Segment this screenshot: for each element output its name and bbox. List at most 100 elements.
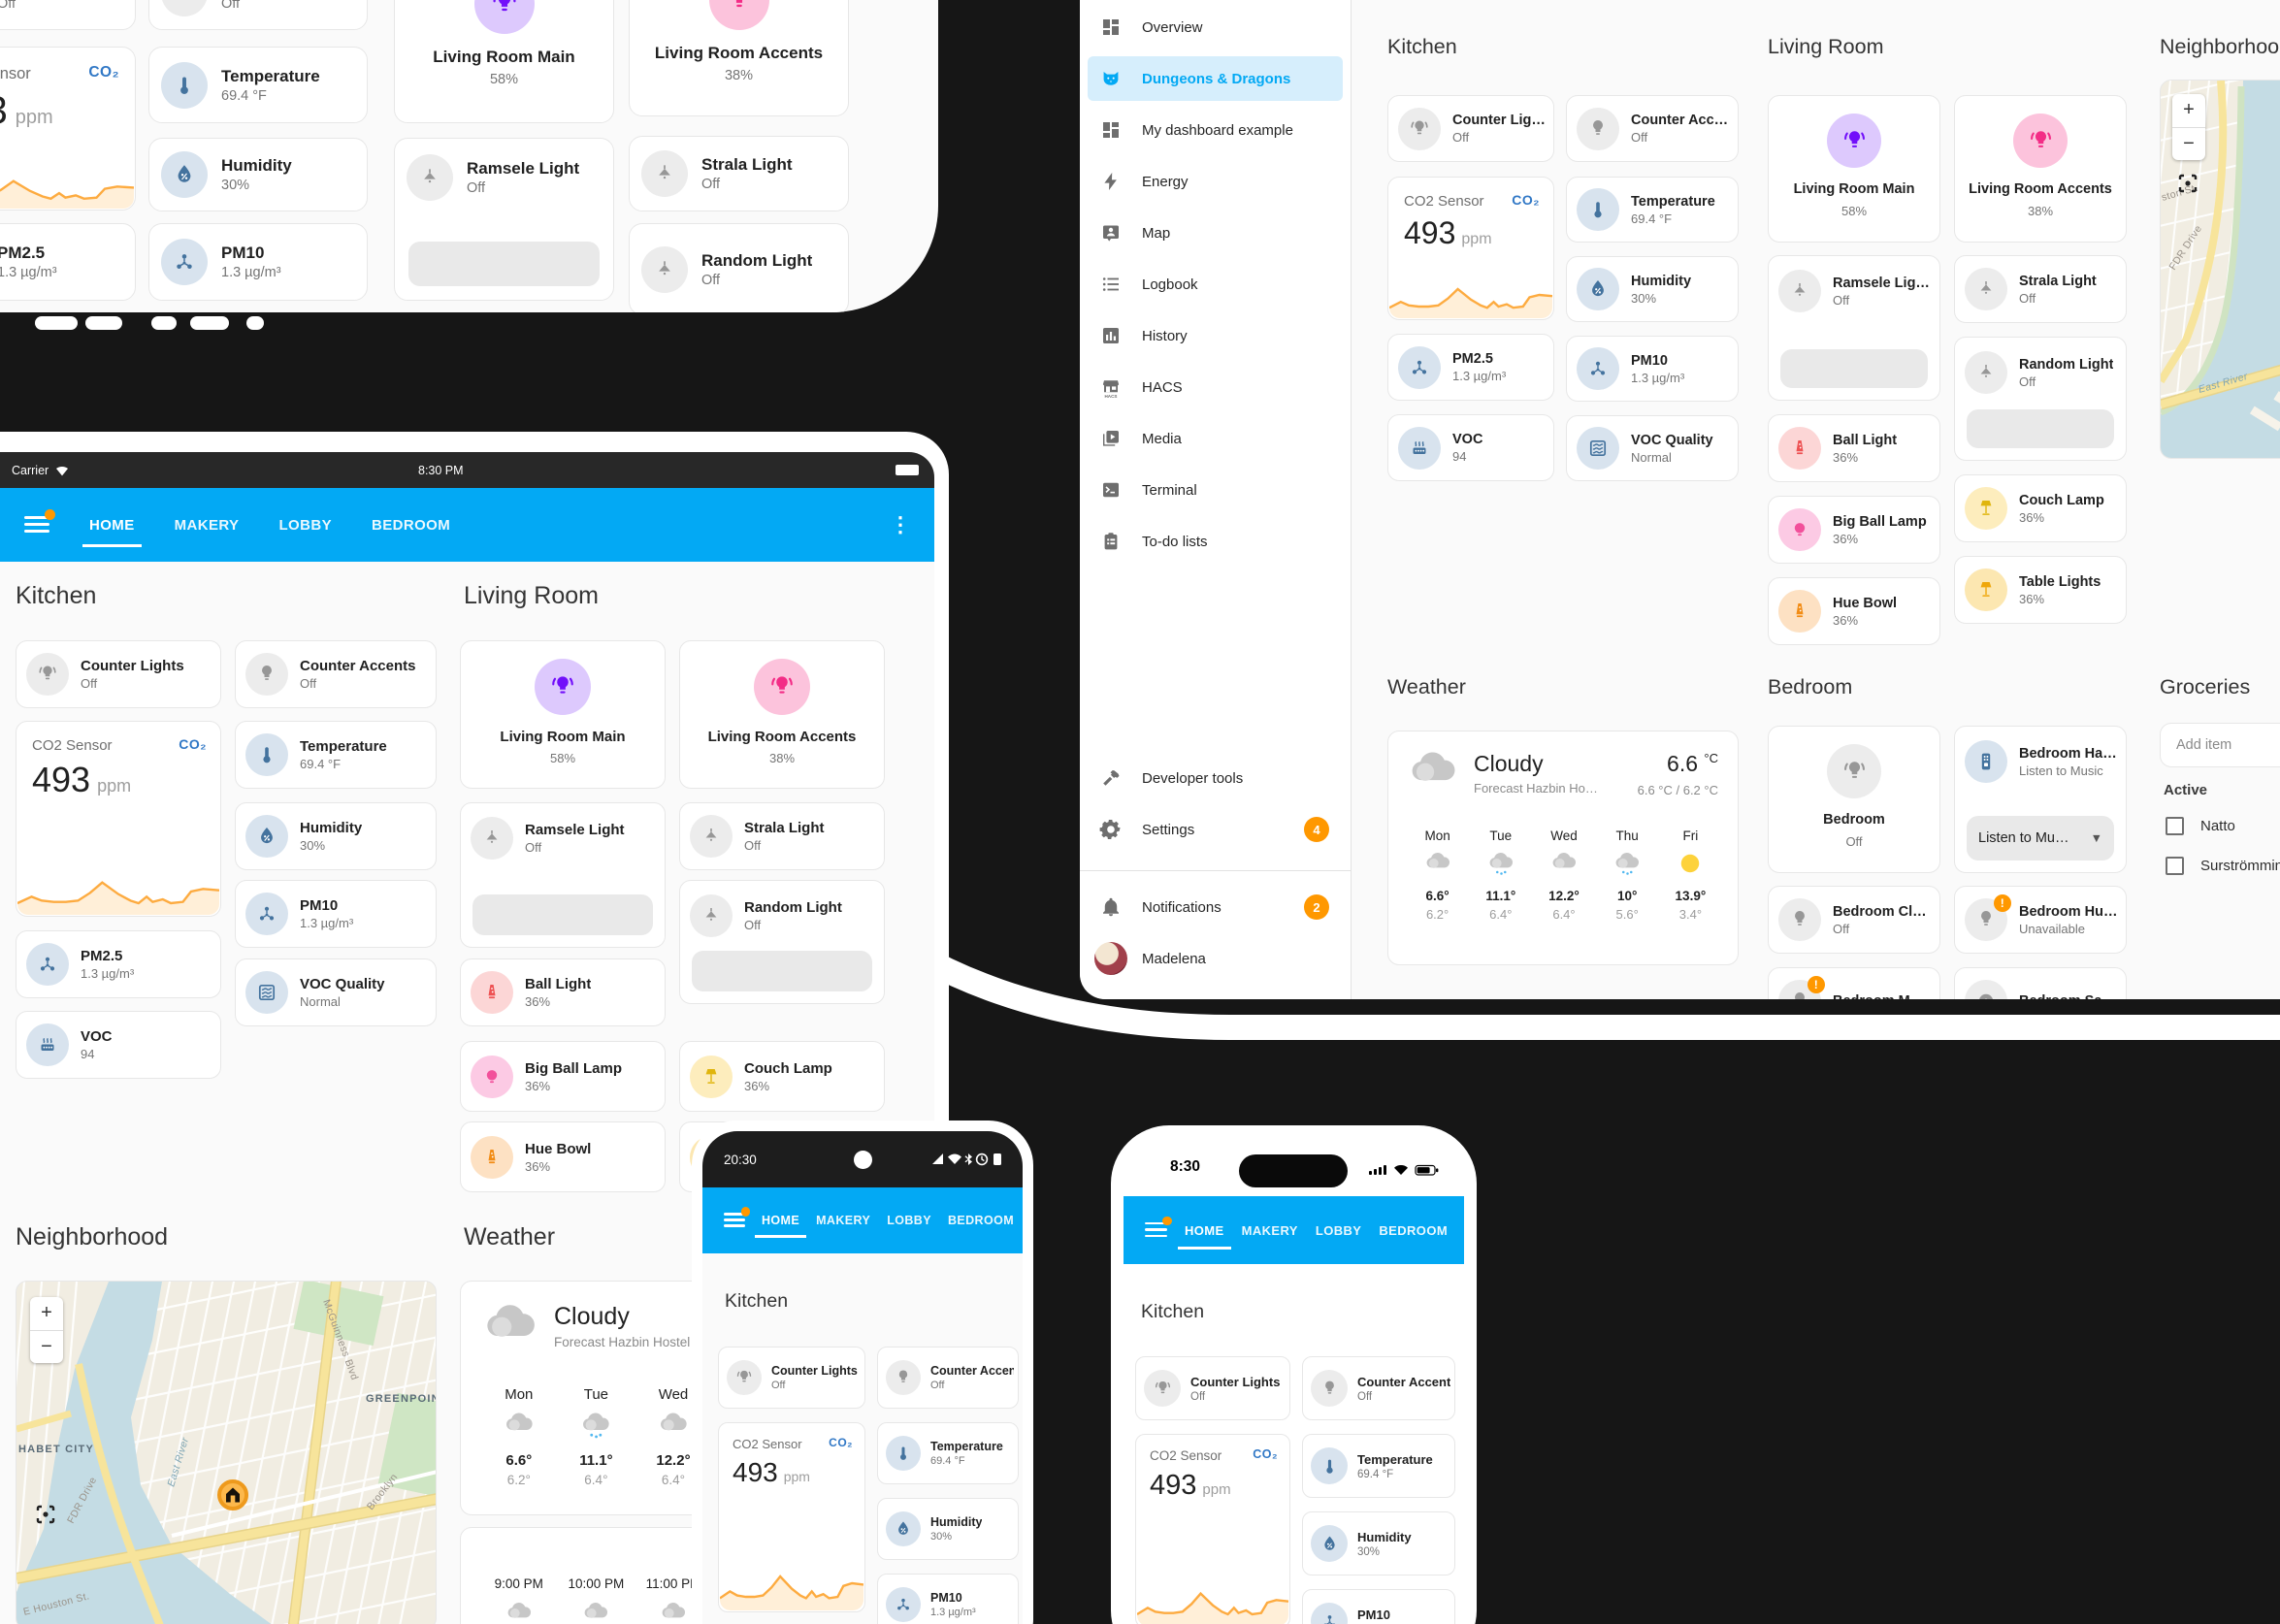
lrAccents-card[interactable]: Living Room Accents 38% xyxy=(629,0,849,116)
ramsele-card[interactable]: Ramsele Light Off xyxy=(394,138,614,301)
bigBall-card[interactable]: Big Ball Lamp 36% xyxy=(460,1041,666,1112)
couch-card[interactable]: Couch Lamp 36% xyxy=(679,1041,885,1112)
zoom-out-button[interactable]: − xyxy=(2183,132,2195,154)
bulb-group-icon[interactable] xyxy=(535,659,591,715)
zoom-out-button[interactable]: − xyxy=(41,1335,52,1357)
thermometer-icon[interactable] xyxy=(1577,188,1619,231)
bulb-group-icon[interactable] xyxy=(1827,744,1881,798)
temperature-card[interactable]: Temperature 69.4 °F xyxy=(1302,1434,1455,1498)
pendant-light-icon[interactable] xyxy=(690,815,733,858)
counterLights-card[interactable]: Counter Lig… Off xyxy=(1387,95,1554,162)
bedroomCl-card[interactable]: Bedroom Cl… Off xyxy=(1768,886,1940,954)
random-card[interactable]: Random Light Off xyxy=(629,223,849,312)
menu-hamburger-icon[interactable] xyxy=(724,1207,750,1228)
thermometer-icon[interactable] xyxy=(245,733,288,776)
lava-lamp-icon[interactable] xyxy=(1778,427,1821,470)
sidebar-item-overview[interactable]: Overview xyxy=(1088,5,1343,49)
temperature-card[interactable]: Temperature 69.4 °F xyxy=(1566,177,1739,243)
round-bulb-icon[interactable] xyxy=(471,1055,513,1098)
co2-card[interactable]: CO2 Sensor CO₂ 493 ppm xyxy=(1387,177,1554,320)
vocq-card[interactable]: VOC Quality Normal xyxy=(235,958,437,1026)
couch-card[interactable]: Couch Lamp 36% xyxy=(1954,474,2127,542)
voc-icon[interactable] xyxy=(26,1023,69,1066)
sidebar-item-settings[interactable]: Settings 4 xyxy=(1088,807,1343,852)
bulb-group-icon[interactable] xyxy=(1144,1370,1181,1407)
weather-card[interactable]: Cloudy Forecast Hazbin Ho… 6.6 °C 6.6 °C / … xyxy=(1387,731,1739,965)
pendant-light-icon[interactable] xyxy=(690,894,733,937)
sidebar-item-terminal[interactable]: Terminal xyxy=(1088,468,1343,512)
temperature-card[interactable]: Temperature 69.4 °F xyxy=(148,47,368,123)
menu-hamburger-icon[interactable] xyxy=(1145,1216,1173,1239)
molecule-icon[interactable] xyxy=(886,1587,921,1622)
vocq-card[interactable]: VOC Quality Normal xyxy=(1566,415,1739,481)
lava-lamp-icon[interactable] xyxy=(471,1135,513,1179)
molecule-icon[interactable] xyxy=(245,893,288,935)
brightness-slider[interactable] xyxy=(1967,409,2114,448)
co2-card[interactable]: CO2 Sensor CO₂ 493 ppm xyxy=(0,47,136,211)
source-select[interactable]: Listen to Mu… ▼ xyxy=(1967,816,2114,861)
thermometer-icon[interactable] xyxy=(1311,1447,1348,1484)
humidity-card[interactable]: Humidity 30% xyxy=(235,802,437,870)
bedroomGroup-card[interactable]: Bedroom Off xyxy=(1768,726,1940,873)
bulb-icon[interactable] xyxy=(1577,107,1619,150)
bulb-group-icon[interactable] xyxy=(473,0,535,34)
bedroomHa-card[interactable]: Bedroom Ha… Listen to Music Listen to Mu… ▼ xyxy=(1954,726,2127,873)
lrMain-card[interactable]: Living Room Main 58% xyxy=(1768,95,1940,243)
hue-card[interactable]: Hue Bowl 36% xyxy=(460,1121,666,1192)
ramsele-card[interactable]: Ramsele Light Off xyxy=(460,802,666,948)
sidebar-user-profile[interactable]: Madelena xyxy=(1088,936,1343,981)
pm25-card[interactable]: PM2.5 1.3 µg/m³ xyxy=(16,930,221,998)
brightness-slider[interactable] xyxy=(692,951,872,991)
humidity-card[interactable]: Humidity 30% xyxy=(148,138,368,211)
molecule-icon[interactable] xyxy=(1577,347,1619,390)
overflow-menu-icon[interactable]: ⋮ xyxy=(890,512,911,536)
humidity-icon[interactable] xyxy=(886,1511,921,1546)
bedroomSa-card[interactable]: Bedroom Sa… xyxy=(1954,967,2127,999)
tab-makery[interactable]: MAKERY xyxy=(816,1214,871,1227)
co2-card[interactable]: CO2 Sensor CO₂ 493 ppm xyxy=(1135,1434,1290,1624)
sidebar-item-notifications[interactable]: Notifications 2 xyxy=(1088,885,1343,929)
bulb-group-icon[interactable] xyxy=(1398,107,1441,150)
humidity-card[interactable]: Humidity 30% xyxy=(1566,256,1739,322)
floor-lamp-icon[interactable] xyxy=(1965,487,2007,530)
bulb-group-icon[interactable] xyxy=(727,1360,762,1395)
tab-lobby[interactable]: LOBBY xyxy=(1315,1222,1362,1238)
floor-lamp-icon[interactable] xyxy=(1965,568,2007,611)
pendant-light-icon[interactable] xyxy=(641,245,688,293)
pendant-light-icon[interactable] xyxy=(1965,268,2007,310)
menu-hamburger-icon[interactable] xyxy=(24,508,55,535)
bulb-group-icon[interactable] xyxy=(708,0,769,30)
temperature-card[interactable]: Temperature 69.4 °F xyxy=(235,721,437,789)
tab-bedroom[interactable]: BEDROOM xyxy=(371,516,451,534)
tab-makery[interactable]: MAKERY xyxy=(1241,1222,1298,1238)
strala-card[interactable]: Strala Light Off xyxy=(679,802,885,870)
pendant-light-icon[interactable] xyxy=(641,150,688,197)
bulb-icon[interactable] xyxy=(245,653,288,696)
tab-lobby[interactable]: LOBBY xyxy=(887,1214,931,1227)
molecule-icon[interactable] xyxy=(26,943,69,986)
bedroomHu-card[interactable]: ! Bedroom Hu… Unavailable xyxy=(1954,886,2127,954)
sidebar-item-dungeons-dragons[interactable]: Dungeons & Dragons xyxy=(1088,56,1343,101)
bulb-icon[interactable] xyxy=(1311,1370,1348,1407)
voc-quality-icon[interactable] xyxy=(1577,427,1619,470)
ball-card[interactable]: Ball Light 36% xyxy=(460,958,666,1026)
tab-makery[interactable]: MAKERY xyxy=(174,516,240,534)
sidebar-item-media[interactable]: Media xyxy=(1088,416,1343,461)
pendant-light-icon[interactable] xyxy=(407,154,453,201)
floor-lamp-icon[interactable] xyxy=(690,1055,733,1098)
sidebar-item-my-dashboard-example[interactable]: My dashboard example xyxy=(1088,108,1343,152)
pendant-light-icon[interactable] xyxy=(1965,351,2007,394)
bulb-group-icon[interactable] xyxy=(1827,114,1881,168)
bedroomM-card[interactable]: ! Bedroom M… xyxy=(1768,967,1940,999)
tab-home[interactable]: HOME xyxy=(754,1214,807,1238)
molecule-icon[interactable] xyxy=(1311,1603,1348,1624)
brightness-slider[interactable] xyxy=(408,242,600,286)
